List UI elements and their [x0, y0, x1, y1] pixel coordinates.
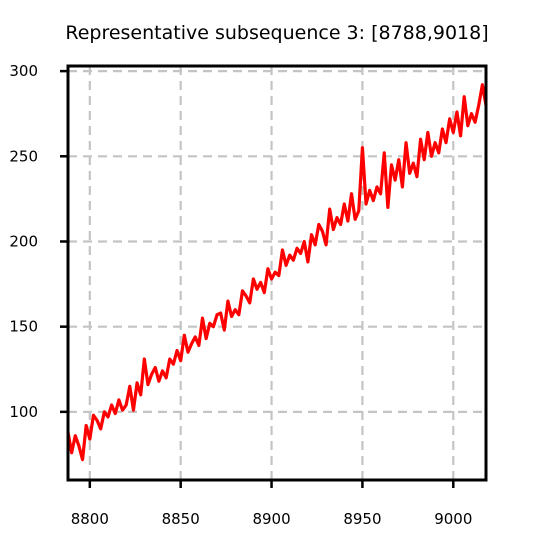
x-tick-label: 8800 [71, 510, 109, 528]
x-tick-label: 8950 [343, 510, 381, 528]
y-tick-label: 150 [9, 318, 38, 336]
y-tick-label: 100 [9, 403, 38, 421]
chart-title: Representative subsequence 3: [8788,9018… [65, 22, 488, 44]
series-line [68, 85, 486, 460]
y-tick-label: 200 [9, 232, 38, 250]
x-tick-label: 9000 [434, 510, 472, 528]
y-tick-label: 300 [9, 62, 38, 80]
series-layer [68, 85, 486, 460]
y-tick-label: 250 [9, 147, 38, 165]
x-tick-label: 8900 [252, 510, 290, 528]
x-tick-label: 8850 [162, 510, 200, 528]
